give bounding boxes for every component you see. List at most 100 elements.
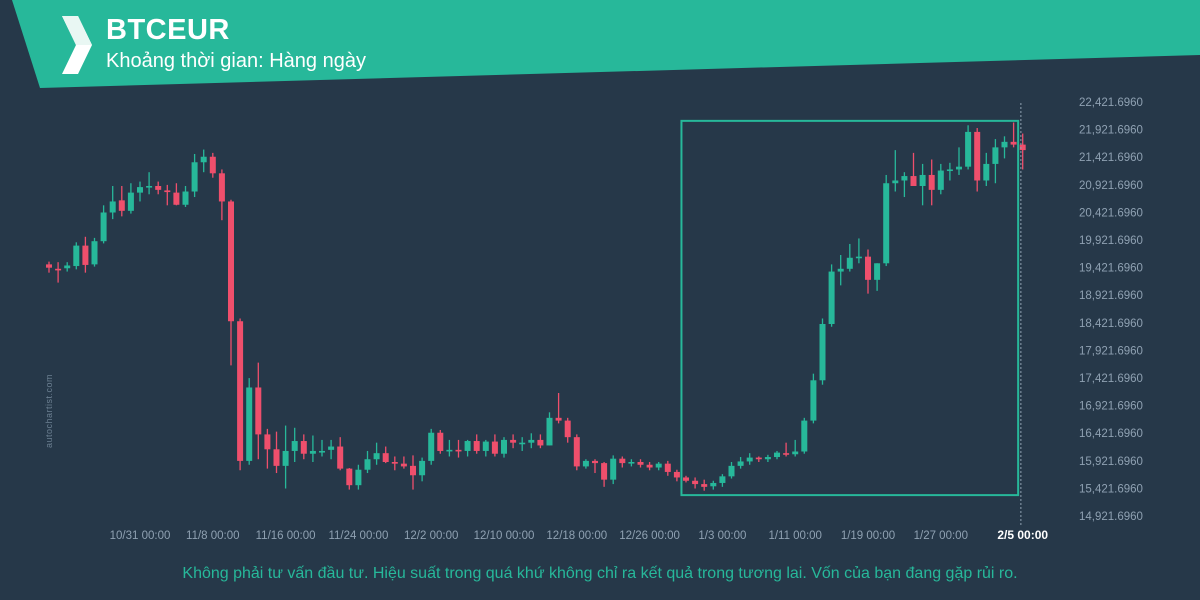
candle-body: [191, 162, 198, 192]
y-tick-label: 22,421.6960: [1079, 97, 1143, 109]
candle: [328, 439, 335, 460]
candle-body: [655, 463, 662, 468]
candle-body: [564, 420, 571, 438]
symbol-title: BTCEUR: [106, 14, 230, 46]
candle: [118, 185, 125, 217]
candle: [400, 456, 407, 469]
candle: [146, 172, 153, 195]
candle-body: [555, 417, 562, 421]
candle: [946, 162, 953, 181]
candle-body: [319, 450, 325, 453]
candle-body: [100, 212, 107, 242]
candle-body: [619, 458, 626, 464]
y-tick-label: 16,921.6960: [1079, 401, 1143, 413]
x-tick-label: 10/31 00:00: [110, 530, 171, 542]
candle: [410, 455, 416, 490]
candle: [473, 434, 480, 454]
pattern-box: [680, 119, 1020, 497]
candle: [755, 456, 762, 462]
candle-body: [573, 437, 580, 467]
candle: [892, 150, 899, 192]
candle: [819, 318, 826, 385]
candle-body: [400, 463, 407, 467]
candle-body: [155, 185, 162, 190]
y-tick-label: 14,921.6960: [1079, 511, 1143, 523]
y-tick-label: 15,421.6960: [1079, 483, 1143, 495]
candle: [273, 431, 280, 474]
x-tick-label: 1/11 00:00: [768, 530, 822, 542]
candle: [537, 434, 544, 449]
candle-body: [246, 387, 253, 461]
candle: [319, 439, 325, 457]
x-tick-label: 12/10 00:00: [474, 530, 535, 542]
candle: [928, 159, 935, 206]
candle-body: [1010, 141, 1017, 145]
candle-body: [819, 323, 826, 381]
disclaimer-text: Không phải tư vấn đầu tư. Hiệu suất tron…: [182, 565, 1018, 582]
candle: [64, 262, 71, 272]
candle: [237, 318, 244, 471]
candle-body: [273, 449, 280, 466]
interval-label: Khoảng thời gian: Hàng ngày: [106, 50, 366, 72]
candle: [337, 437, 344, 471]
candle-body: [728, 465, 735, 477]
candle: [701, 479, 708, 491]
candle-body: [137, 187, 143, 193]
candle: [1001, 136, 1008, 159]
candle: [974, 128, 981, 192]
candle: [582, 459, 589, 469]
candle-body: [173, 192, 180, 205]
candle-body: [883, 183, 890, 264]
candle-body: [892, 180, 899, 184]
candle-body: [428, 432, 435, 461]
candle: [482, 439, 489, 457]
candle-body: [218, 173, 225, 202]
candle-body: [446, 449, 453, 452]
candle: [965, 125, 972, 170]
candle: [355, 464, 362, 490]
candle: [91, 237, 98, 267]
candle-body: [855, 256, 862, 259]
candle-body: [127, 192, 134, 211]
time-axis: 10/31 00:00 11/8 00:00 11/16 00:00 11/24 00…: [110, 528, 1049, 542]
candle: [683, 475, 689, 483]
candle-body: [628, 461, 635, 464]
candle-body: [874, 263, 881, 280]
candle-body: [473, 441, 480, 451]
candle-body: [364, 459, 371, 470]
candle: [855, 238, 862, 264]
candle: [291, 427, 298, 462]
candle-body: [846, 257, 853, 269]
candle: [428, 428, 435, 465]
candle: [519, 437, 526, 451]
candle: [155, 181, 162, 195]
candle-body: [974, 131, 981, 181]
candle-body: [683, 477, 689, 481]
candle: [846, 243, 853, 272]
candle-body: [200, 156, 207, 163]
candle-body: [355, 469, 362, 486]
candle-body: [282, 450, 289, 466]
y-tick-label: 18,421.6960: [1079, 318, 1143, 330]
candle: [637, 459, 644, 468]
y-tick-label: 19,421.6960: [1079, 263, 1143, 275]
x-tick-label: 11/24 00:00: [328, 530, 388, 542]
candle-body: [391, 461, 398, 464]
candle-body: [537, 439, 544, 446]
candle: [246, 378, 253, 465]
y-tick-label: 20,421.6960: [1079, 207, 1143, 219]
candle: [218, 169, 225, 221]
candle: [82, 236, 89, 273]
candle-body: [373, 453, 380, 460]
candle: [46, 261, 52, 273]
candle: [901, 172, 908, 198]
candle-body: [109, 201, 116, 213]
candle: [737, 457, 744, 469]
candle-body: [901, 176, 908, 181]
candle: [792, 439, 799, 457]
candle-body: [719, 476, 726, 483]
candle-body: [491, 441, 498, 454]
candle: [419, 457, 426, 482]
candle-body: [764, 457, 771, 460]
candle-body: [291, 441, 298, 451]
